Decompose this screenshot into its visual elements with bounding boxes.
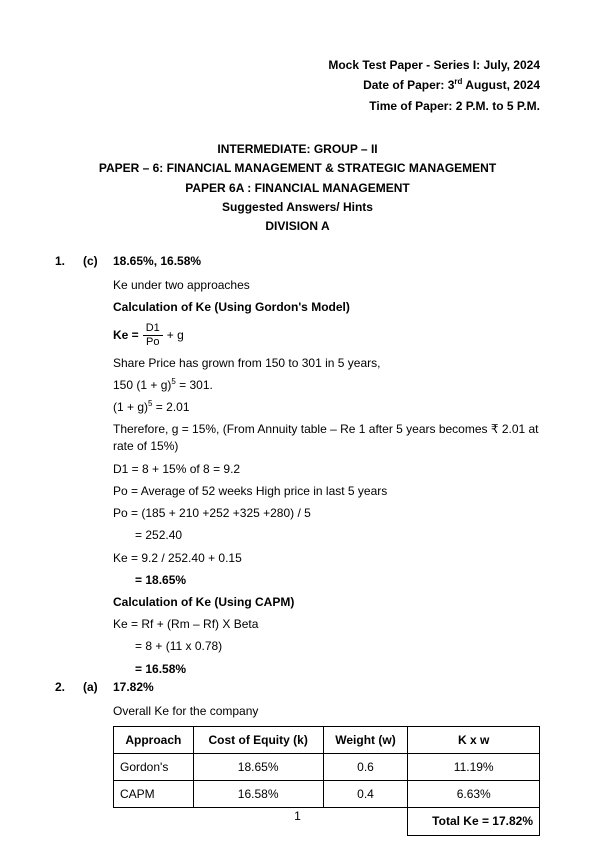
q1-plus-g: + g (167, 324, 184, 346)
q1-l4: 150 (1 + g)5 = 301. (113, 374, 540, 396)
td-r2c3: 0.4 (323, 781, 408, 808)
header-line-1: Mock Test Paper - Series I: July, 2024 (55, 55, 540, 75)
th-kxw: K x w (408, 726, 540, 753)
q1-body: Ke under two approaches Calculation of K… (113, 274, 540, 680)
title-line-2: PAPER – 6: FINANCIAL MANAGEMENT & STRATE… (55, 159, 540, 178)
q1-fraction: D1 Po (143, 322, 163, 347)
q1-l6: Therefore, g = 15%, (From Annuity table … (113, 421, 540, 455)
q1-l14: Ke = Rf + (Rm – Rf) X Beta (113, 613, 540, 635)
header-block: Mock Test Paper - Series I: July, 2024 D… (55, 55, 540, 116)
title-line-5: DIVISION A (55, 217, 540, 236)
q1-l3: Share Price has grown from 150 to 301 in… (113, 352, 540, 374)
header-line-2: Date of Paper: 3rd August, 2024 (55, 75, 540, 95)
th-cost: Cost of Equity (k) (193, 726, 323, 753)
q1-l13: Calculation of Ke (Using CAPM) (113, 591, 540, 613)
th-weight: Weight (w) (323, 726, 408, 753)
q1-answer: 18.65%, 16.58% (113, 254, 201, 268)
title-line-3: PAPER 6A : FINANCIAL MANAGEMENT (55, 179, 540, 198)
title-line-4: Suggested Answers/ Hints (55, 198, 540, 217)
q1-l2: Calculation of Ke (Using Gordon's Model) (113, 296, 540, 318)
q1-l7: D1 = 8 + 15% of 8 = 9.2 (113, 458, 540, 480)
q1-l15: = 8 + (11 x 0.78) (113, 635, 540, 657)
title-line-1: INTERMEDIATE: GROUP – II (55, 140, 540, 159)
table-header-row: Approach Cost of Equity (k) Weight (w) K… (114, 726, 540, 753)
q2-option: (a) (83, 680, 113, 694)
td-r2c4: 6.63% (408, 781, 540, 808)
content-area: 1. (c) 18.65%, 16.58% Ke under two appro… (55, 254, 540, 836)
th-approach: Approach (114, 726, 194, 753)
page-number: 1 (0, 809, 595, 823)
q2-answer: 17.82% (113, 680, 154, 694)
td-r1c4: 11.19% (408, 754, 540, 781)
q1-l11: Ke = 9.2 / 252.40 + 0.15 (113, 547, 540, 569)
title-block: INTERMEDIATE: GROUP – II PAPER – 6: FINA… (55, 140, 540, 236)
q1-formula-ke: Ke = (113, 324, 139, 346)
q2-l1: Overall Ke for the company (113, 700, 540, 722)
td-r2c2: 16.58% (193, 781, 323, 808)
q2-row: 2. (a) 17.82% (55, 680, 540, 694)
header-line-3: Time of Paper: 2 P.M. to 5 P.M. (55, 96, 540, 116)
td-r1c2: 18.65% (193, 754, 323, 781)
td-r1c1: Gordon's (114, 754, 194, 781)
td-r2c1: CAPM (114, 781, 194, 808)
q1-l1: Ke under two approaches (113, 274, 540, 296)
q1-l10: = 252.40 (113, 524, 540, 546)
q1-l5: (1 + g)5 = 2.01 (113, 396, 540, 418)
q1-row: 1. (c) 18.65%, 16.58% (55, 254, 540, 268)
q2-number: 2. (55, 680, 83, 694)
q1-frac-num: D1 (143, 322, 163, 335)
q1-frac-den: Po (143, 336, 162, 348)
table-row: Gordon's 18.65% 0.6 11.19% (114, 754, 540, 781)
td-r1c3: 0.6 (323, 754, 408, 781)
q1-formula: Ke = D1 Po + g (113, 322, 540, 347)
q1-l12: = 18.65% (113, 569, 540, 591)
q1-l9: Po = (185 + 210 +252 +325 +280) / 5 (113, 502, 540, 524)
q1-l16: = 16.58% (113, 658, 540, 680)
q1-number: 1. (55, 254, 83, 268)
table-row: CAPM 16.58% 0.4 6.63% (114, 781, 540, 808)
q1-l8: Po = Average of 52 weeks High price in l… (113, 480, 540, 502)
q1-option: (c) (83, 254, 113, 268)
